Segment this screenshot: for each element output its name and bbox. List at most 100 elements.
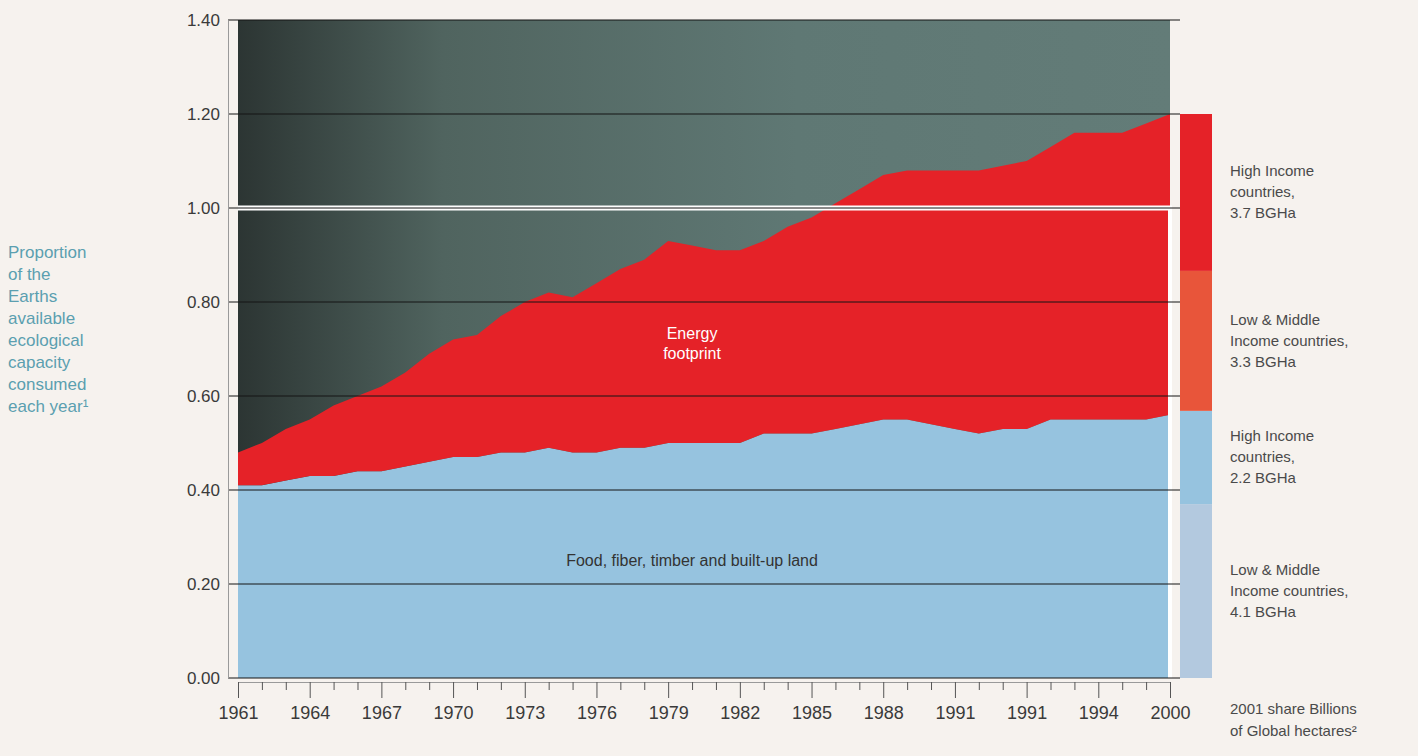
x-tick-label: 1961 [218,703,258,723]
x-tick [429,682,430,690]
bar [1180,271,1212,411]
x-tick-mark [334,682,335,690]
x-tick-mark [620,682,621,690]
x-tick-mark [1122,682,1123,690]
grid-line [228,208,1180,209]
x-tick-mark [429,682,430,690]
grid-line [228,584,1180,585]
y-tick-label: 0.60 [187,387,220,406]
x-tick-mark [477,682,478,690]
x-tick [692,682,693,690]
x-tick [1051,682,1052,690]
x-tick: 1970 [434,682,474,723]
y-tick: 1.00 [187,199,228,218]
grid [228,20,1180,678]
text-line: footprint [663,345,721,362]
x-tick-mark [525,682,526,698]
bar-value-label: 3.7 BGHa [1230,204,1297,221]
y-tick-label: 1.00 [187,199,220,218]
x-axis-line [239,682,1171,683]
y-tick: 1.40 [187,11,228,30]
x-tick [1074,682,1075,690]
x-tick-label: 2000 [1150,703,1190,723]
x-tick-mark [1051,682,1052,690]
x-tick [334,682,335,690]
grid-line [228,302,1180,303]
x-tick [477,682,478,690]
x-tick [262,682,263,690]
text-line: Energy [667,325,718,342]
x-tick: 1964 [290,682,330,723]
y-tick-label: 1.40 [187,11,220,30]
x-tick-label: 1985 [792,703,832,723]
y-tick: 1.20 [187,105,228,124]
y-tick-label: 0.40 [187,481,220,500]
x-tick [1146,682,1147,690]
side-bar [1180,114,1212,678]
x-tick-mark [262,682,263,690]
x-tick [405,682,406,690]
bar-title: 2001 share Billionsof Global hectares² [1230,700,1357,739]
x-tick-label: 1976 [577,703,617,723]
x-tick: 1979 [649,682,689,723]
x-axis: 1961196419671970197319761979198219851988… [218,682,1190,723]
text-line: Proportion [8,243,86,262]
x-tick-mark [238,682,239,698]
text-line: of Global hectares² [1230,722,1357,739]
grid-line [228,678,1180,679]
x-tick: 1973 [505,682,545,723]
x-tick-label: 1991 [935,703,975,723]
text-line: ecological [8,331,84,350]
text-line: each year¹ [8,397,89,416]
x-tick-mark [907,682,908,690]
x-tick-mark [883,682,884,698]
x-tick: 1967 [362,682,402,723]
x-tick-mark [573,682,574,690]
capacity-frame [1168,208,1172,678]
x-tick [644,682,645,690]
x-tick [501,682,502,690]
y-tick: 0.00 [187,669,228,688]
x-tick-mark [668,682,669,698]
grid-line [228,490,1180,491]
x-tick-mark [955,682,956,698]
y-tick-label: 0.80 [187,293,220,312]
x-tick-mark [859,682,860,690]
x-tick [788,682,789,690]
x-tick-label: 1979 [649,703,689,723]
x-tick-label: 1973 [505,703,545,723]
x-tick-mark [931,682,932,690]
bar-label: Low & MiddleIncome countries, [1230,561,1348,599]
bar [1180,114,1212,271]
x-tick [357,682,358,690]
x-tick-mark [1146,682,1147,690]
series-label: Food, fiber, timber and built-up land [566,552,818,569]
y-tick: 0.40 [187,481,228,500]
x-tick-mark [405,682,406,690]
x-tick: 1961 [218,682,258,723]
x-tick [764,682,765,690]
y-tick-label: 1.20 [187,105,220,124]
text-line: of the [8,265,51,284]
bar-value-label: 4.1 BGHa [1230,603,1297,620]
x-tick-label: 1970 [434,703,474,723]
grid-line [228,396,1180,397]
x-tick-label: 1964 [290,703,330,723]
area [238,114,1170,485]
x-tick-label: 1994 [1079,703,1119,723]
x-tick: 1991 [935,682,975,723]
text-line: High Income [1230,162,1314,179]
x-tick [286,682,287,690]
bar-label: Low & MiddleIncome countries, [1230,311,1348,349]
bar-label: High Incomecountries, [1230,427,1314,465]
y-axis-line [228,21,229,679]
x-tick-mark [1170,682,1171,698]
chart: 0.000.200.400.600.801.001.201.4019611964… [0,0,1418,756]
bar [1180,411,1212,504]
x-tick-mark [716,682,717,690]
x-tick [716,682,717,690]
text-line: Food, fiber, timber and built-up land [566,552,818,569]
x-tick-mark [381,682,382,698]
text-line: consumed [8,375,86,394]
text-line: capacity [8,353,71,372]
